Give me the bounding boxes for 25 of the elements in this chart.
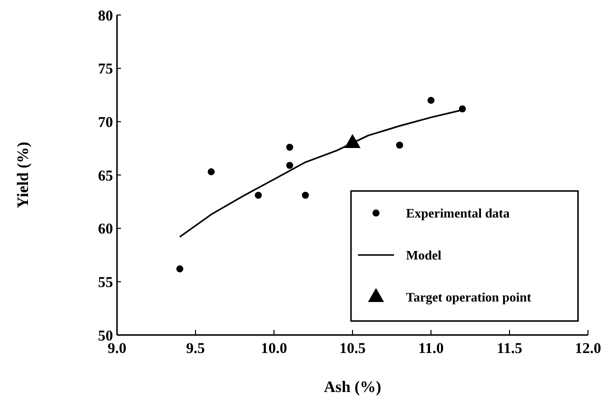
- legend-label: Model: [406, 248, 442, 263]
- point: [302, 192, 309, 199]
- x-tick-label: 9.5: [186, 341, 205, 357]
- point: [428, 96, 434, 104]
- y-tick-label: 80: [98, 8, 113, 24]
- y-axis-title: Yield (%): [15, 142, 32, 208]
- point: [396, 142, 404, 149]
- y-tick-label: 70: [98, 114, 113, 131]
- y-tick-label: 75: [98, 62, 113, 78]
- point: [254, 192, 262, 199]
- x-tick-label: 10.0: [260, 341, 288, 357]
- y-tick-label: 60: [98, 222, 113, 238]
- point: [208, 168, 215, 176]
- point: [286, 162, 294, 169]
- x-tick-label: 10.5: [339, 341, 366, 357]
- x-axis-title: Ash (%): [324, 379, 382, 396]
- legend-label: Experimental data: [406, 206, 510, 221]
- x-tick-label: 12.0: [574, 341, 602, 357]
- y-tick-label: 65: [98, 168, 113, 184]
- y-tick-label: 55: [98, 274, 113, 291]
- legend-label: Target operation point: [406, 290, 532, 305]
- x-tick-label: 11.0: [418, 341, 444, 357]
- x-tick-label: 11.5: [496, 341, 522, 357]
- point: [286, 144, 294, 151]
- point: [176, 265, 184, 272]
